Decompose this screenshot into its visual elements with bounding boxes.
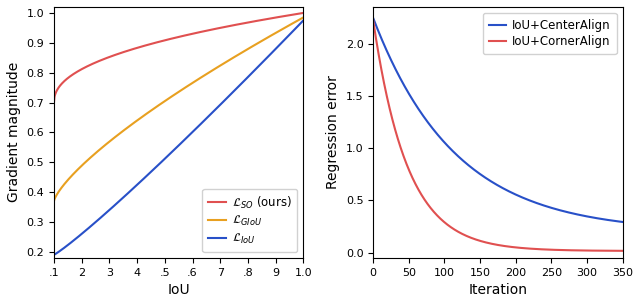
$\mathcal{L}_{SO}$ (ours) [255, 19, 262, 22]
IoU+CenterAlign [619, 220, 627, 224]
$\mathcal{L}_{IoU}$ [50, 253, 58, 257]
$\mathcal{L}_{SO}$ (ours) [300, 11, 307, 15]
$\mathcal{L}_{SO}$ (ours) [294, 12, 301, 16]
$\mathcal{L}_{IoU}$ [168, 150, 176, 153]
$\mathcal{L}_{IoU}$ [300, 19, 307, 22]
Legend: $\mathcal{L}_{SO}$ (ours), $\mathcal{L}_{GIoU}$, $\mathcal{L}_{IoU}$: $\mathcal{L}_{SO}$ (ours), $\mathcal{L}_… [202, 189, 298, 252]
$\mathcal{L}_{IoU}$ [294, 25, 301, 28]
IoU+CenterAlign [479, 174, 487, 178]
$\mathcal{L}_{SO}$ (ours) [185, 33, 193, 36]
$\mathcal{L}_{GIoU}$ [255, 41, 262, 45]
IoU+CornerAlign [470, 237, 478, 241]
IoU+CornerAlign [369, 18, 377, 22]
IoU+CornerAlign [619, 249, 627, 253]
$\mathcal{L}_{IoU}$ [255, 65, 262, 68]
$\mathcal{L}_{GIoU}$ [170, 93, 178, 97]
Line: IoU+CenterAlign: IoU+CenterAlign [373, 18, 623, 222]
Legend: IoU+CenterAlign, IoU+CornerAlign: IoU+CenterAlign, IoU+CornerAlign [483, 13, 617, 54]
IoU+CornerAlign [395, 140, 403, 143]
$\mathcal{L}_{IoU}$ [185, 134, 193, 137]
IoU+CenterAlign [369, 16, 377, 20]
Line: $\mathcal{L}_{GIoU}$: $\mathcal{L}_{GIoU}$ [54, 17, 303, 201]
X-axis label: Iteration: Iteration [468, 283, 527, 297]
X-axis label: IoU: IoU [168, 283, 190, 297]
$\mathcal{L}_{SO}$ (ours) [170, 36, 178, 40]
$\mathcal{L}_{GIoU}$ [168, 94, 176, 98]
$\mathcal{L}_{SO}$ (ours) [50, 101, 58, 104]
Line: IoU+CornerAlign: IoU+CornerAlign [373, 20, 623, 251]
$\mathcal{L}_{GIoU}$ [294, 19, 301, 22]
Line: $\mathcal{L}_{SO}$ (ours): $\mathcal{L}_{SO}$ (ours) [54, 13, 303, 102]
IoU+CornerAlign [568, 248, 576, 252]
Y-axis label: Gradient magnitude: Gradient magnitude [7, 62, 21, 202]
$\mathcal{L}_{GIoU}$ [50, 199, 58, 203]
$\mathcal{L}_{GIoU}$ [300, 16, 307, 19]
Y-axis label: Regression error: Regression error [326, 75, 340, 189]
IoU+CenterAlign [541, 204, 548, 208]
IoU+CornerAlign [564, 248, 572, 252]
$\mathcal{L}_{IoU}$ [198, 120, 206, 124]
$\mathcal{L}_{GIoU}$ [198, 75, 206, 78]
$\mathcal{L}_{GIoU}$ [185, 83, 193, 87]
$\mathcal{L}_{SO}$ (ours) [198, 30, 206, 33]
IoU+CenterAlign [568, 212, 576, 215]
IoU+CenterAlign [395, 73, 403, 77]
IoU+CenterAlign [564, 210, 572, 214]
IoU+CenterAlign [470, 168, 478, 171]
IoU+CornerAlign [541, 248, 548, 251]
IoU+CornerAlign [479, 240, 487, 244]
$\mathcal{L}_{IoU}$ [170, 148, 178, 152]
$\mathcal{L}_{SO}$ (ours) [168, 36, 176, 40]
Line: $\mathcal{L}_{IoU}$: $\mathcal{L}_{IoU}$ [54, 20, 303, 255]
